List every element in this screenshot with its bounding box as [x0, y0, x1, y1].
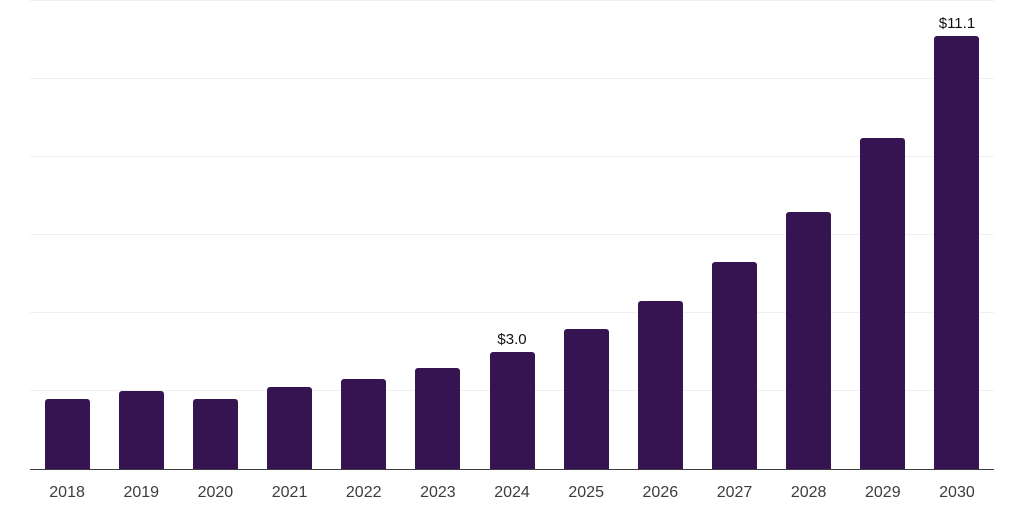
x-tick-label-2021: 2021: [271, 484, 308, 501]
x-tick-label-2020: 2020: [197, 484, 234, 501]
bar-value-label-2024: $3.0: [497, 330, 527, 348]
x-tick-label-2028: 2028: [790, 484, 827, 501]
bar-2019: [118, 391, 164, 469]
bar-slot-2030: $11.1: [920, 1, 994, 469]
bar-2021: [267, 387, 313, 469]
x-tick-label-2023: 2023: [420, 484, 456, 501]
bar-2028: [786, 211, 832, 469]
gridline-y-10: [30, 78, 994, 79]
bar-slot-2018: [30, 1, 104, 469]
bar-slot-2028: [772, 1, 846, 469]
bar-slot-2027: [697, 1, 771, 469]
bars-row: $3.0 $11.1: [30, 1, 994, 469]
x-tick-label-2026: 2026: [642, 484, 679, 501]
x-tick-label-2025: 2025: [568, 484, 604, 501]
x-tick-label-2022: 2022: [345, 484, 382, 501]
bar-slot-2025: [549, 1, 623, 469]
gridline-y-4: [30, 312, 994, 314]
x-tick-label-2018: 2018: [49, 484, 85, 501]
gridline-y-8: [30, 156, 994, 158]
bar-2024: [489, 352, 535, 469]
x-axis-labels: 2018 2019 2020 2021 2022 2023 2024 2025 2026 2027…: [30, 484, 994, 502]
x-tick-label-2024: 2024: [494, 484, 530, 501]
bar-slot-2026: [623, 1, 697, 469]
x-tick-label-2027: 2027: [716, 484, 753, 501]
bar-slot-2029: [846, 1, 920, 469]
x-axis-line: [30, 468, 994, 471]
bar-value-label-2030: $11.1: [938, 14, 976, 32]
x-tick-label-2029: 2029: [865, 484, 901, 501]
gridline-y-6: [30, 234, 994, 235]
bar-2022: [341, 379, 387, 469]
bar-slot-2020: [178, 1, 252, 469]
x-tick-label-2030: 2030: [939, 484, 975, 501]
plot-area: $3.0 $11.1: [30, 0, 994, 469]
bar-2025: [563, 328, 609, 469]
bar-slot-2024: $3.0: [475, 1, 549, 469]
bar-2023: [415, 367, 461, 469]
bar-2027: [711, 262, 757, 469]
bar-2020: [192, 398, 238, 469]
bar-slot-2021: [252, 1, 326, 469]
bar-2026: [637, 301, 683, 469]
bar-slot-2023: [401, 1, 475, 469]
bar-2018: [44, 398, 90, 469]
gridline-y-12: [30, 0, 994, 1]
bar-slot-2019: [104, 1, 178, 469]
bar-2029: [860, 137, 906, 469]
bar-slot-2022: [327, 1, 401, 469]
x-tick-label-2019: 2019: [123, 484, 160, 501]
bar-2030: [934, 36, 980, 469]
